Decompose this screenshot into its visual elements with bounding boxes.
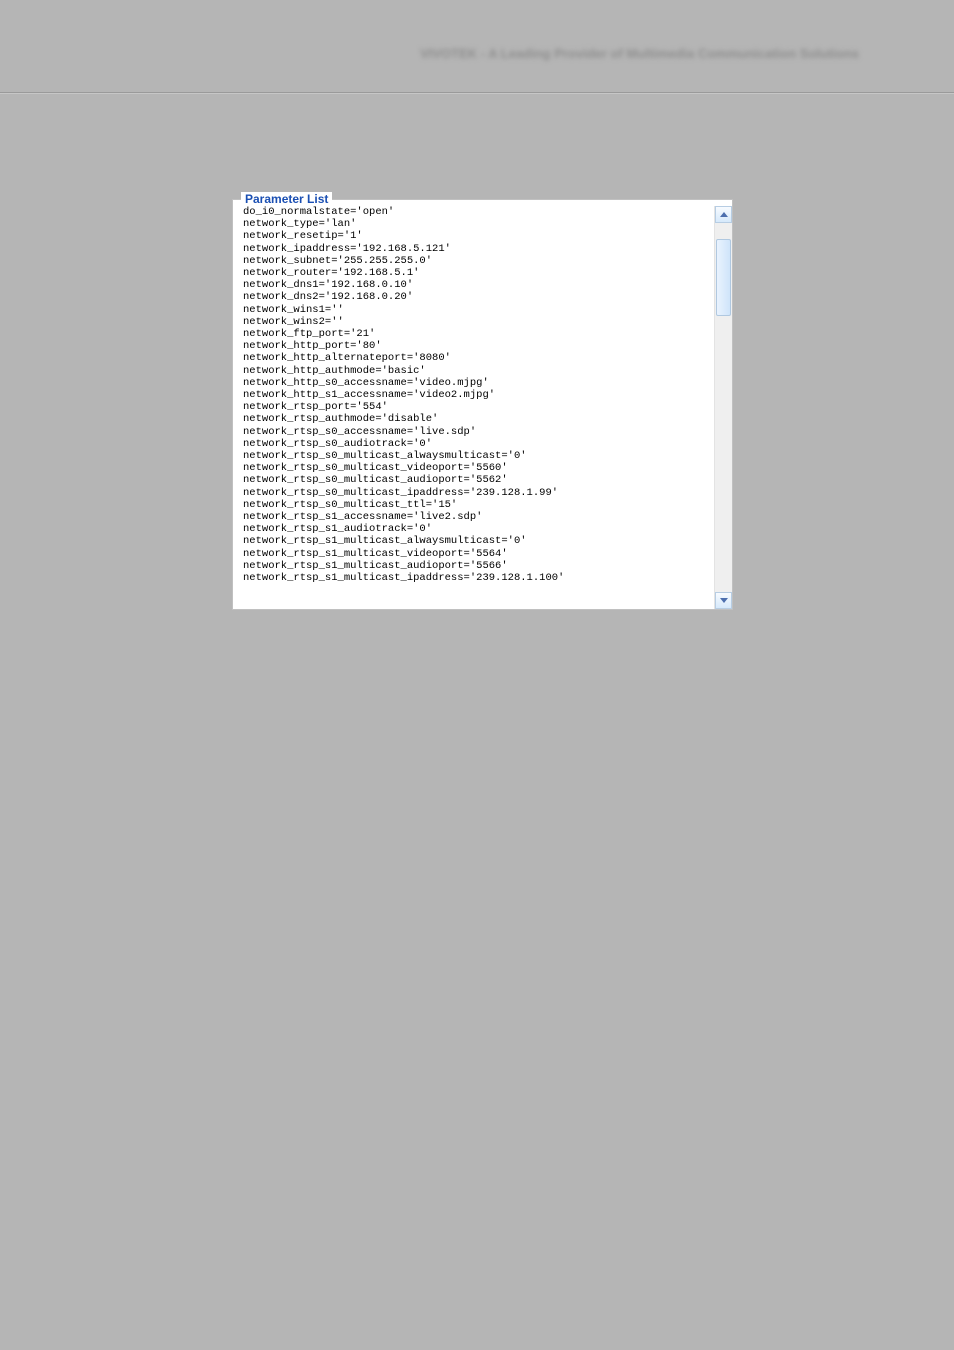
scroll-thumb[interactable] <box>716 239 731 316</box>
chevron-down-icon <box>720 598 728 603</box>
parameter-legend: Parameter List <box>241 192 332 206</box>
parameter-scroll-area[interactable]: do_i0_normalstate='open' network_type='l… <box>233 206 732 609</box>
parameter-text: do_i0_normalstate='open' network_type='l… <box>243 206 732 584</box>
page-root: VIVOTEK - A Leading Provider of Multimed… <box>0 0 954 1350</box>
scroll-up-button[interactable] <box>715 206 732 223</box>
scroll-down-button[interactable] <box>715 592 732 609</box>
chevron-up-icon <box>720 212 728 217</box>
scroll-track[interactable] <box>715 223 732 592</box>
header-divider <box>0 92 954 94</box>
parameter-panel: Parameter List do_i0_normalstate='open' … <box>232 199 733 610</box>
parameter-fieldset: Parameter List do_i0_normalstate='open' … <box>232 199 733 610</box>
vertical-scrollbar[interactable] <box>714 206 732 609</box>
header-brand-text: VIVOTEK - A Leading Provider of Multimed… <box>420 46 859 61</box>
